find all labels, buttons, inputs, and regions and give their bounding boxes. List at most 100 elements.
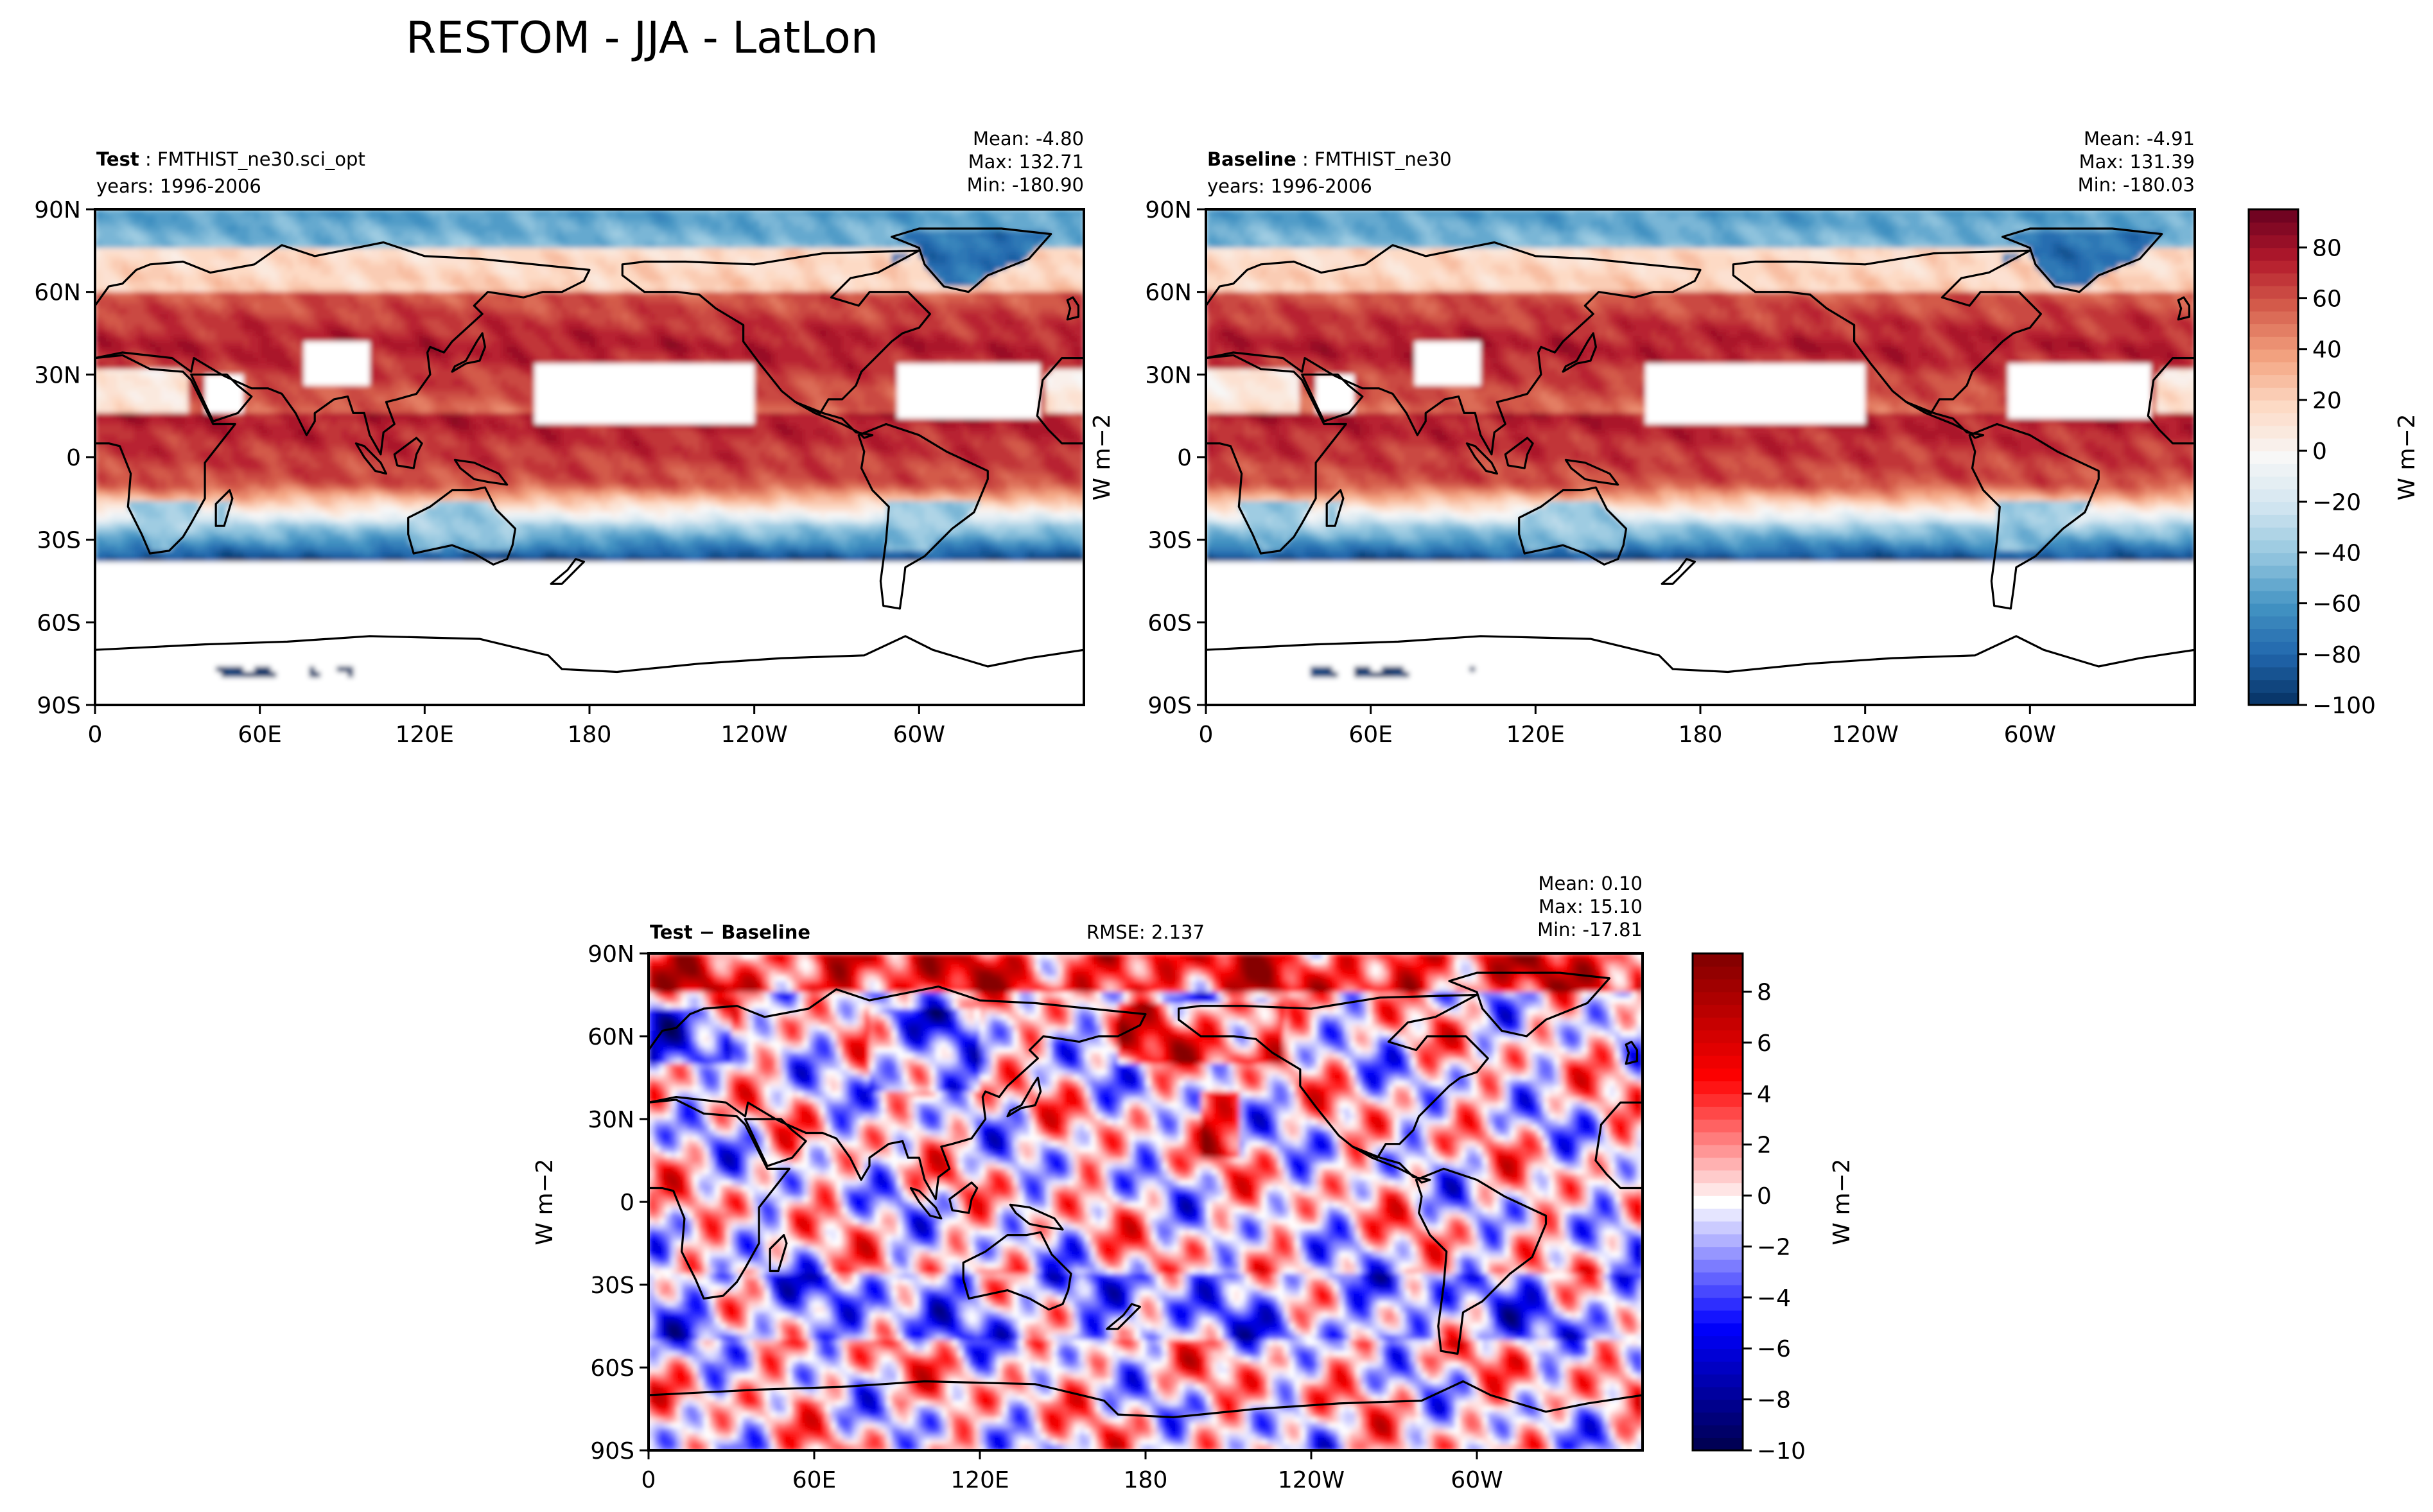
colorbar-box (1693, 1221, 1743, 1235)
colorbar-box (2249, 299, 2298, 312)
colorbar-box (1693, 1272, 1743, 1285)
colorbar-box (1693, 1195, 1743, 1209)
colorbar-tick-label: 20 (2312, 388, 2342, 414)
colorbar-box (2249, 654, 2298, 668)
colorbar-diff-boxes (1693, 953, 1743, 1451)
colorbar-tick-label: −2 (1757, 1234, 1791, 1260)
baseline-ylabel: W m−2 (1089, 413, 1115, 500)
colorbar-box (1693, 1361, 1743, 1375)
colorbar-tick-label: 8 (1757, 980, 1772, 1006)
colorbar-tick-label: 6 (1757, 1030, 1772, 1057)
colorbar-box (1693, 992, 1743, 1005)
colorbar-box (2249, 311, 2298, 324)
y-tick-label: 90N (34, 197, 81, 223)
colorbar-box (2249, 336, 2298, 350)
y-tick-label: 90N (588, 941, 634, 968)
colorbar-box (1693, 1310, 1743, 1324)
colorbar-tick-label: −8 (1757, 1387, 1791, 1414)
x-tick-label: 180 (568, 722, 612, 748)
colorbar-box (2249, 222, 2298, 236)
colorbar-box (2249, 692, 2298, 706)
colorbar-box (1693, 1387, 1743, 1400)
test-years: years: 1996-2006 (96, 175, 261, 197)
colorbar-box (2249, 451, 2298, 464)
colorbar-box (2249, 514, 2298, 528)
colorbar-tick-label: 0 (1757, 1183, 1772, 1210)
y-tick-label: 90S (1147, 693, 1192, 719)
x-tick-label: 120W (1832, 722, 1899, 748)
y-tick-label: 0 (620, 1190, 634, 1216)
colorbar-box (1693, 1043, 1743, 1056)
colorbar-box (1693, 1030, 1743, 1043)
colorbar-box (2249, 235, 2298, 248)
colorbar-box (1693, 1374, 1743, 1387)
y-tick-label: 90S (37, 693, 81, 719)
colorbar-box (2249, 413, 2298, 426)
colorbar-box (1693, 1234, 1743, 1247)
colorbar-box (2249, 247, 2298, 261)
colorbar-box (1693, 1438, 1743, 1451)
colorbar-box (2249, 540, 2298, 553)
colorbar-box (1693, 1068, 1743, 1082)
baseline-stat-max: Max: 131.39 (2079, 151, 2195, 173)
x-tick-label: 60W (1451, 1467, 1503, 1493)
x-tick-label: 0 (641, 1467, 656, 1493)
colorbar-box (2249, 679, 2298, 693)
colorbar-box (1693, 1106, 1743, 1120)
panel-baseline: Baseline : FMTHIST_ne30 years: 1996-2006… (1089, 128, 2195, 748)
colorbar-box (1693, 953, 1743, 967)
y-tick-label: 0 (1177, 445, 1192, 471)
colorbar-tick-label: −60 (2312, 591, 2361, 618)
x-tick-label: 60W (893, 722, 945, 748)
colorbar-box (1693, 1158, 1743, 1171)
colorbar-tick-label: −40 (2312, 540, 2361, 566)
colorbar-tick-label: 0 (2312, 439, 2327, 465)
x-tick-label: 180 (1679, 722, 1723, 748)
colorbar-box (2249, 387, 2298, 401)
colorbar-tick-label: −6 (1757, 1336, 1791, 1362)
colorbar-box (2249, 476, 2298, 490)
colorbar-box (1693, 1298, 1743, 1311)
y-tick-label: 30S (1147, 528, 1192, 554)
colorbar-tick-label: 80 (2312, 235, 2342, 261)
colorbar-box (2249, 667, 2298, 681)
colorbar-box (1693, 1119, 1743, 1133)
y-tick-label: 90S (590, 1438, 634, 1464)
colorbar-box (2249, 374, 2298, 388)
colorbar-box (1693, 1056, 1743, 1069)
baseline-title-bold: Baseline (1207, 148, 1296, 170)
panel-diff: Test − Baseline RMSE: 2.137 Mean: 0.10 M… (532, 873, 1643, 1493)
colorbar-box (1693, 1335, 1743, 1349)
colorbar-box (1693, 1170, 1743, 1183)
baseline-stat-min: Min: -180.03 (2078, 174, 2195, 196)
x-tick-label: 120E (950, 1467, 1009, 1493)
diff-map-field (649, 953, 1643, 1451)
colorbar-box (1693, 1285, 1743, 1298)
colorbar-box (1693, 1183, 1743, 1196)
colorbar-box (1693, 1093, 1743, 1107)
x-tick-label: 60E (792, 1467, 837, 1493)
y-tick-label: 30S (37, 528, 81, 554)
y-tick-label: 60S (37, 610, 81, 636)
colorbar-box (1693, 1081, 1743, 1095)
x-tick-label: 120E (1506, 722, 1565, 748)
colorbar-box (1693, 1017, 1743, 1030)
colorbar-tick-label: −100 (2312, 693, 2376, 719)
baseline-title-rest: : FMTHIST_ne30 (1296, 148, 1452, 170)
colorbar-box (2249, 464, 2298, 477)
colorbar-box (2249, 489, 2298, 503)
colorbar-box (2249, 426, 2298, 439)
x-tick-label: 120E (396, 722, 454, 748)
y-tick-label: 0 (66, 445, 81, 471)
colorbar-diff-label: W m−2 (1829, 1158, 1855, 1245)
colorbar-tick-label: −4 (1757, 1285, 1791, 1312)
diff-ylabel: W m−2 (532, 1158, 558, 1245)
colorbar-box (1693, 1412, 1743, 1426)
colorbar-box (2249, 527, 2298, 541)
colorbar-box (1693, 1400, 1743, 1413)
colorbar-box (2249, 260, 2298, 274)
colorbar-box (2249, 641, 2298, 655)
colorbar-box (1693, 966, 1743, 980)
